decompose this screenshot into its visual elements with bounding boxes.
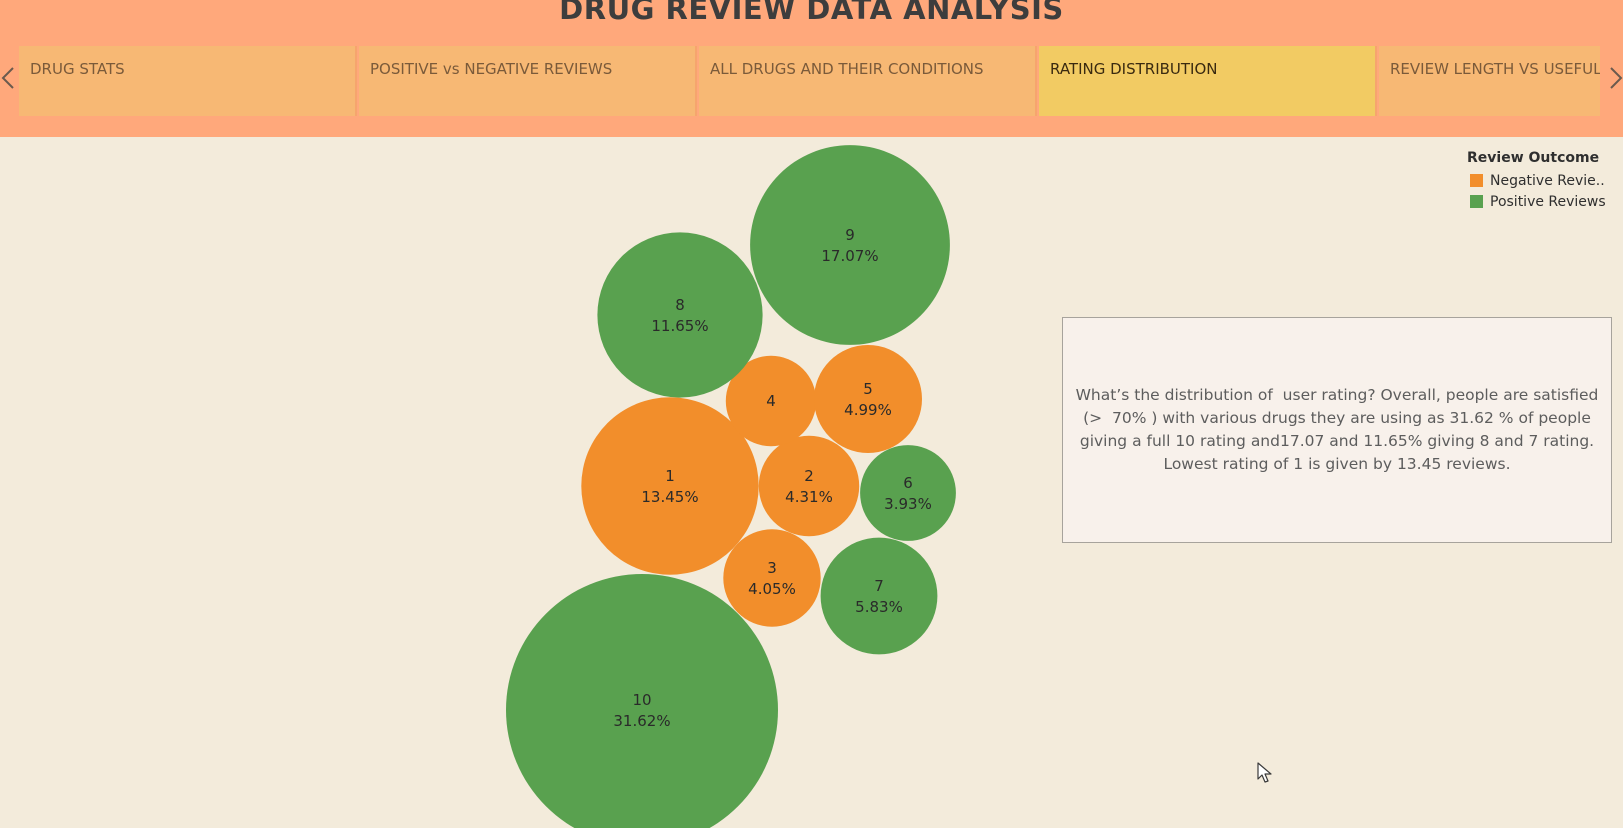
- bubble-circle[interactable]: [597, 232, 763, 398]
- bubble-circle[interactable]: [581, 397, 759, 575]
- tab-review-length-vs-useful-count[interactable]: REVIEW LENGTH VS USEFUL C: [1379, 46, 1600, 116]
- rating-bubble-chart: 1 13.45% 2 4.31% 3 4.05% 4 5 4.99% 6 3.93% 7 5.83% 8 1…: [506, 145, 956, 828]
- bubble-circle[interactable]: [723, 529, 821, 627]
- bubble-percent-label: 13.45%: [641, 488, 698, 506]
- tab-label: ALL DRUGS AND THEIR CONDITIONS: [710, 60, 984, 78]
- bubble-rating-label: 1: [665, 467, 675, 485]
- legend: Review Outcome Negative Revie.. Positive…: [1467, 150, 1623, 212]
- bubble-rating-3[interactable]: 3 4.05%: [723, 529, 821, 627]
- tab-label: REVIEW LENGTH VS USEFUL C: [1390, 60, 1600, 78]
- bubble-rating-label: 5: [863, 380, 873, 398]
- legend-title: Review Outcome: [1467, 150, 1600, 166]
- tab-positive-vs-negative-reviews[interactable]: POSITIVE vs NEGATIVE REVIEWS: [359, 46, 697, 116]
- bubble-rating-2[interactable]: 2 4.31%: [758, 435, 860, 537]
- bubble-rating-label: 2: [804, 467, 814, 485]
- legend-item-negative[interactable]: Negative Revie..: [1467, 170, 1623, 191]
- bubble-percent-label: 11.65%: [651, 317, 708, 335]
- annotation-box: What’s the distribution of user rating? …: [1062, 317, 1612, 543]
- bubble-percent-label: 4.31%: [785, 488, 833, 506]
- legend-label: Negative Revie..: [1490, 172, 1605, 189]
- chevron-left-icon[interactable]: [0, 60, 18, 96]
- bubble-rating-4[interactable]: 4: [725, 355, 817, 447]
- legend-swatch-positive: [1470, 195, 1483, 208]
- bubble-circle[interactable]: [820, 537, 938, 655]
- legend-item-positive[interactable]: Positive Reviews: [1467, 191, 1623, 212]
- bubble-rating-label: 6: [903, 474, 913, 492]
- bubble-rating-5[interactable]: 5 4.99%: [814, 345, 922, 453]
- bubble-rating-10[interactable]: 10 31.62%: [506, 574, 778, 828]
- bubble-percent-label: 3.93%: [884, 495, 932, 513]
- chevron-right-icon[interactable]: [1606, 60, 1623, 96]
- bubble-rating-label: 4: [766, 392, 776, 410]
- bubble-percent-label: 4.99%: [844, 401, 892, 419]
- bubble-percent-label: 31.62%: [613, 712, 670, 730]
- bubble-rating-label: 3: [767, 559, 777, 577]
- annotation-text: What’s the distribution of user rating? …: [1075, 386, 1599, 473]
- bubble-rating-6[interactable]: 6 3.93%: [860, 445, 956, 541]
- tab-drug-stats[interactable]: DRUG STATS: [19, 46, 357, 116]
- legend-swatch-negative: [1470, 174, 1483, 187]
- bubble-rating-8[interactable]: 8 11.65%: [597, 232, 763, 398]
- bubble-rating-label: 7: [874, 577, 884, 595]
- legend-label: Positive Reviews: [1490, 193, 1606, 210]
- tab-label: POSITIVE vs NEGATIVE REVIEWS: [370, 60, 613, 78]
- tab-label: DRUG STATS: [30, 60, 125, 78]
- story-tab-strip: DRUG STATS POSITIVE vs NEGATIVE REVIEWS …: [19, 46, 1600, 116]
- bubble-rating-7[interactable]: 7 5.83%: [820, 537, 938, 655]
- dashboard-header: DRUG REVIEW DATA ANALYSIS DRUG STATS POS…: [0, 0, 1623, 137]
- tab-all-drugs-and-their-conditions[interactable]: ALL DRUGS AND THEIR CONDITIONS: [699, 46, 1037, 116]
- bubble-rating-1[interactable]: 1 13.45%: [581, 397, 759, 575]
- mouse-cursor-icon: [1257, 762, 1272, 783]
- dashboard-title: DRUG REVIEW DATA ANALYSIS: [559, 0, 1064, 26]
- bubble-circle[interactable]: [860, 445, 956, 541]
- bubble-rating-9[interactable]: 9 17.07%: [750, 145, 950, 345]
- bubble-rating-label: 8: [675, 296, 685, 314]
- tab-rating-distribution[interactable]: RATING DISTRIBUTION: [1039, 46, 1377, 116]
- bubble-circle[interactable]: [506, 574, 778, 828]
- bubble-circle[interactable]: [750, 145, 950, 345]
- bubble-percent-label: 4.05%: [748, 580, 796, 598]
- tab-label: RATING DISTRIBUTION: [1050, 60, 1218, 78]
- bubble-rating-label: 9: [845, 226, 855, 244]
- bubble-circle[interactable]: [725, 355, 817, 447]
- bubble-percent-label: 17.07%: [821, 247, 878, 265]
- bubble-circle[interactable]: [814, 345, 922, 453]
- bubble-percent-label: 5.83%: [855, 598, 903, 616]
- bubble-rating-label: 10: [632, 691, 651, 709]
- bubble-circle[interactable]: [758, 435, 860, 537]
